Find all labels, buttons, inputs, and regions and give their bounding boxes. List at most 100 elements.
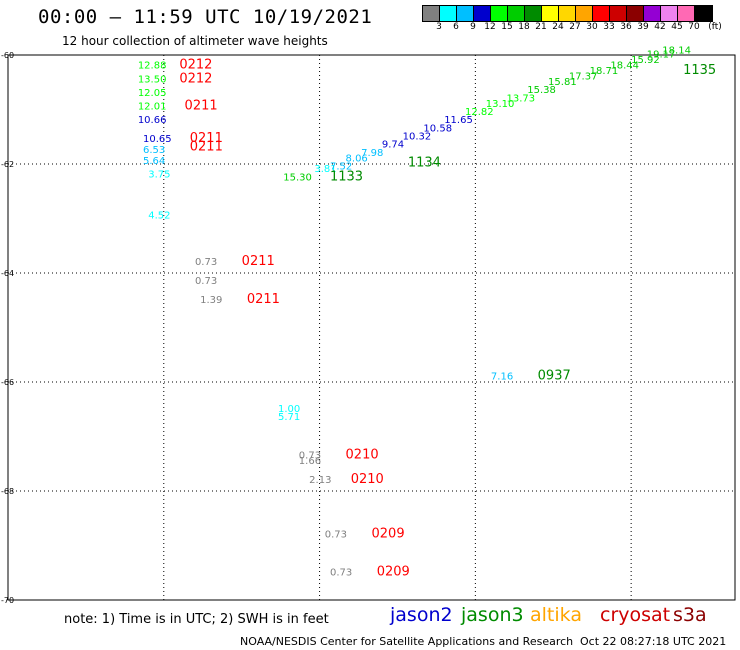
swh-value-label: 12.88 <box>138 61 167 72</box>
swh-value-label: 0.73 <box>195 276 217 287</box>
pass-time-label: 0212 <box>179 71 212 86</box>
colorbar-label: 12 <box>484 22 496 32</box>
swh-value-label: 0.73 <box>195 257 217 268</box>
colorbar-swatch <box>440 6 457 21</box>
colorbar-label: 39 <box>637 22 649 32</box>
legend-s3a: s3a <box>673 604 707 626</box>
colorbar-label: 18 <box>518 22 530 32</box>
swh-value-label: 4.52 <box>148 211 170 222</box>
pass-time-label: 0211 <box>185 99 218 114</box>
plot-frame <box>7 54 736 601</box>
legend-altika: altika <box>530 604 582 626</box>
colorbar-swatch <box>610 6 627 21</box>
legend-cryosat: cryosat <box>600 604 671 626</box>
colorbar-label: 45 <box>671 22 683 32</box>
pass-time-label: 0210 <box>346 447 379 462</box>
swh-value-label: 15.38 <box>527 85 556 96</box>
chart-subtitle: 12 hour collection of altimeter wave hei… <box>62 34 328 48</box>
swh-value-label: 3.75 <box>148 170 170 181</box>
colorbar-swatch <box>474 6 491 21</box>
swh-value-label: 1.00 <box>278 404 300 415</box>
legend-jason3: jason3 <box>461 604 524 626</box>
colorbar-swatch <box>678 6 695 21</box>
y-tick-label: -60 <box>1 51 14 60</box>
swh-value-label: 10.32 <box>403 131 432 142</box>
swh-value-label: 7.16 <box>491 371 513 382</box>
credit-line: NOAA/NESDIS Center for Satellite Applica… <box>240 635 574 648</box>
swh-value-label: 12.01 <box>138 102 167 113</box>
pass-time-label: 1134 <box>408 156 441 171</box>
swh-value-label: 8.06 <box>346 153 368 164</box>
swh-value-label: 0.73 <box>330 567 352 578</box>
colorbar-label: 21 <box>535 22 547 32</box>
swh-value-label: 1.39 <box>200 295 222 306</box>
y-tick-label: -70 <box>1 596 14 604</box>
swh-value-label: 10.66 <box>138 115 167 126</box>
swh-value-label: 18.14 <box>662 45 691 56</box>
pass-time-label: 1133 <box>330 169 363 184</box>
pass-time-label: 0212 <box>179 58 212 73</box>
swh-value-label: 18.71 <box>590 66 619 77</box>
colorbar-swatch <box>576 6 593 21</box>
pass-time-label: 0211 <box>242 254 275 269</box>
swh-value-label: 5.71 <box>278 412 300 423</box>
colorbar-label: 24 <box>552 22 564 32</box>
colorbar-swatch <box>695 6 712 21</box>
swh-value-label: 0.73 <box>299 450 321 461</box>
swh-value-label: 0.73 <box>325 529 347 540</box>
swh-value-label: 12.82 <box>465 107 494 118</box>
swh-value-label: 11.65 <box>444 115 473 126</box>
colorbar-swatch <box>593 6 610 21</box>
pass-time-label: 0209 <box>372 526 405 541</box>
colorbar-label: 6 <box>453 22 459 32</box>
swh-value-label: 6.53 <box>143 145 165 156</box>
swh-value-label: 7.52 <box>330 161 352 172</box>
colorbar-label: (ft) <box>708 22 722 32</box>
colorbar-swatch <box>644 6 661 21</box>
plot-area: 165168171-174177-60-62-64-66-68-7012.881… <box>1 45 736 604</box>
pass-time-label: 0211 <box>190 139 223 154</box>
colorbar-label: 30 <box>586 22 598 32</box>
colorbar-label: 15 <box>501 22 513 32</box>
colorbar-swatch <box>457 6 474 21</box>
chart-title: 00:00 – 11:59 UTC 10/19/2021 <box>38 6 373 28</box>
swh-value-label: 18.44 <box>610 61 639 72</box>
generated-timestamp: Oct 22 08:27:18 UTC 2021 <box>580 635 727 648</box>
colorbar-swatch <box>559 6 576 21</box>
colorbar-swatch <box>423 6 440 21</box>
pass-time-label: 0209 <box>377 564 410 579</box>
y-tick-label: -68 <box>1 487 14 496</box>
y-tick-label: -64 <box>1 269 14 278</box>
y-tick-label: -66 <box>1 378 14 387</box>
swh-value-label: 9.74 <box>382 140 404 151</box>
swh-value-label: 1.66 <box>299 456 321 467</box>
colorbar-labels: 3 6 9 12 15 18 21 24 27 30 33 36 39 42 45 70 (ft) <box>422 22 732 34</box>
colorbar-swatch <box>525 6 542 21</box>
swh-value-label: 13.50 <box>138 74 167 85</box>
swh-value-label: 5.64 <box>143 156 165 167</box>
colorbar-label: 42 <box>654 22 666 32</box>
swh-value-label: 10.58 <box>423 123 452 134</box>
pass-time-label: 0211 <box>247 292 280 307</box>
swh-value-label: 15.30 <box>283 172 312 183</box>
pass-time-label: 0937 <box>538 368 571 383</box>
footer-note: note: 1) Time is in UTC; 2) SWH is in fe… <box>64 612 329 627</box>
swh-value-label: 3.81 <box>314 164 336 175</box>
colorbar-swatch <box>542 6 559 21</box>
pass-time-label: 0210 <box>351 472 384 487</box>
colorbar-label: 33 <box>603 22 615 32</box>
colorbar-swatch <box>491 6 508 21</box>
swh-value-label: 19.17 <box>647 50 676 61</box>
swh-value-label: 2.13 <box>309 475 331 486</box>
colorbar-label: 3 <box>436 22 442 32</box>
swh-value-label: 15.81 <box>548 77 577 88</box>
legend-jason2: jason2 <box>390 604 453 626</box>
colorbar-label: 9 <box>470 22 476 32</box>
colorbar-swatch <box>508 6 525 21</box>
swh-value-label: 12.05 <box>138 88 167 99</box>
y-tick-label: -62 <box>1 160 14 169</box>
colorbar-swatch <box>627 6 644 21</box>
swh-value-label: 10.65 <box>143 134 172 145</box>
colorbar-label: 36 <box>620 22 632 32</box>
pass-time-label: 1135 <box>683 63 716 78</box>
